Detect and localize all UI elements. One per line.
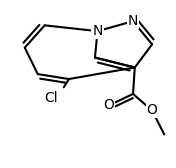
Text: O: O (147, 103, 158, 117)
Text: Cl: Cl (44, 91, 58, 105)
Text: O: O (103, 98, 114, 113)
Text: N: N (92, 24, 103, 38)
Text: N: N (128, 14, 138, 28)
